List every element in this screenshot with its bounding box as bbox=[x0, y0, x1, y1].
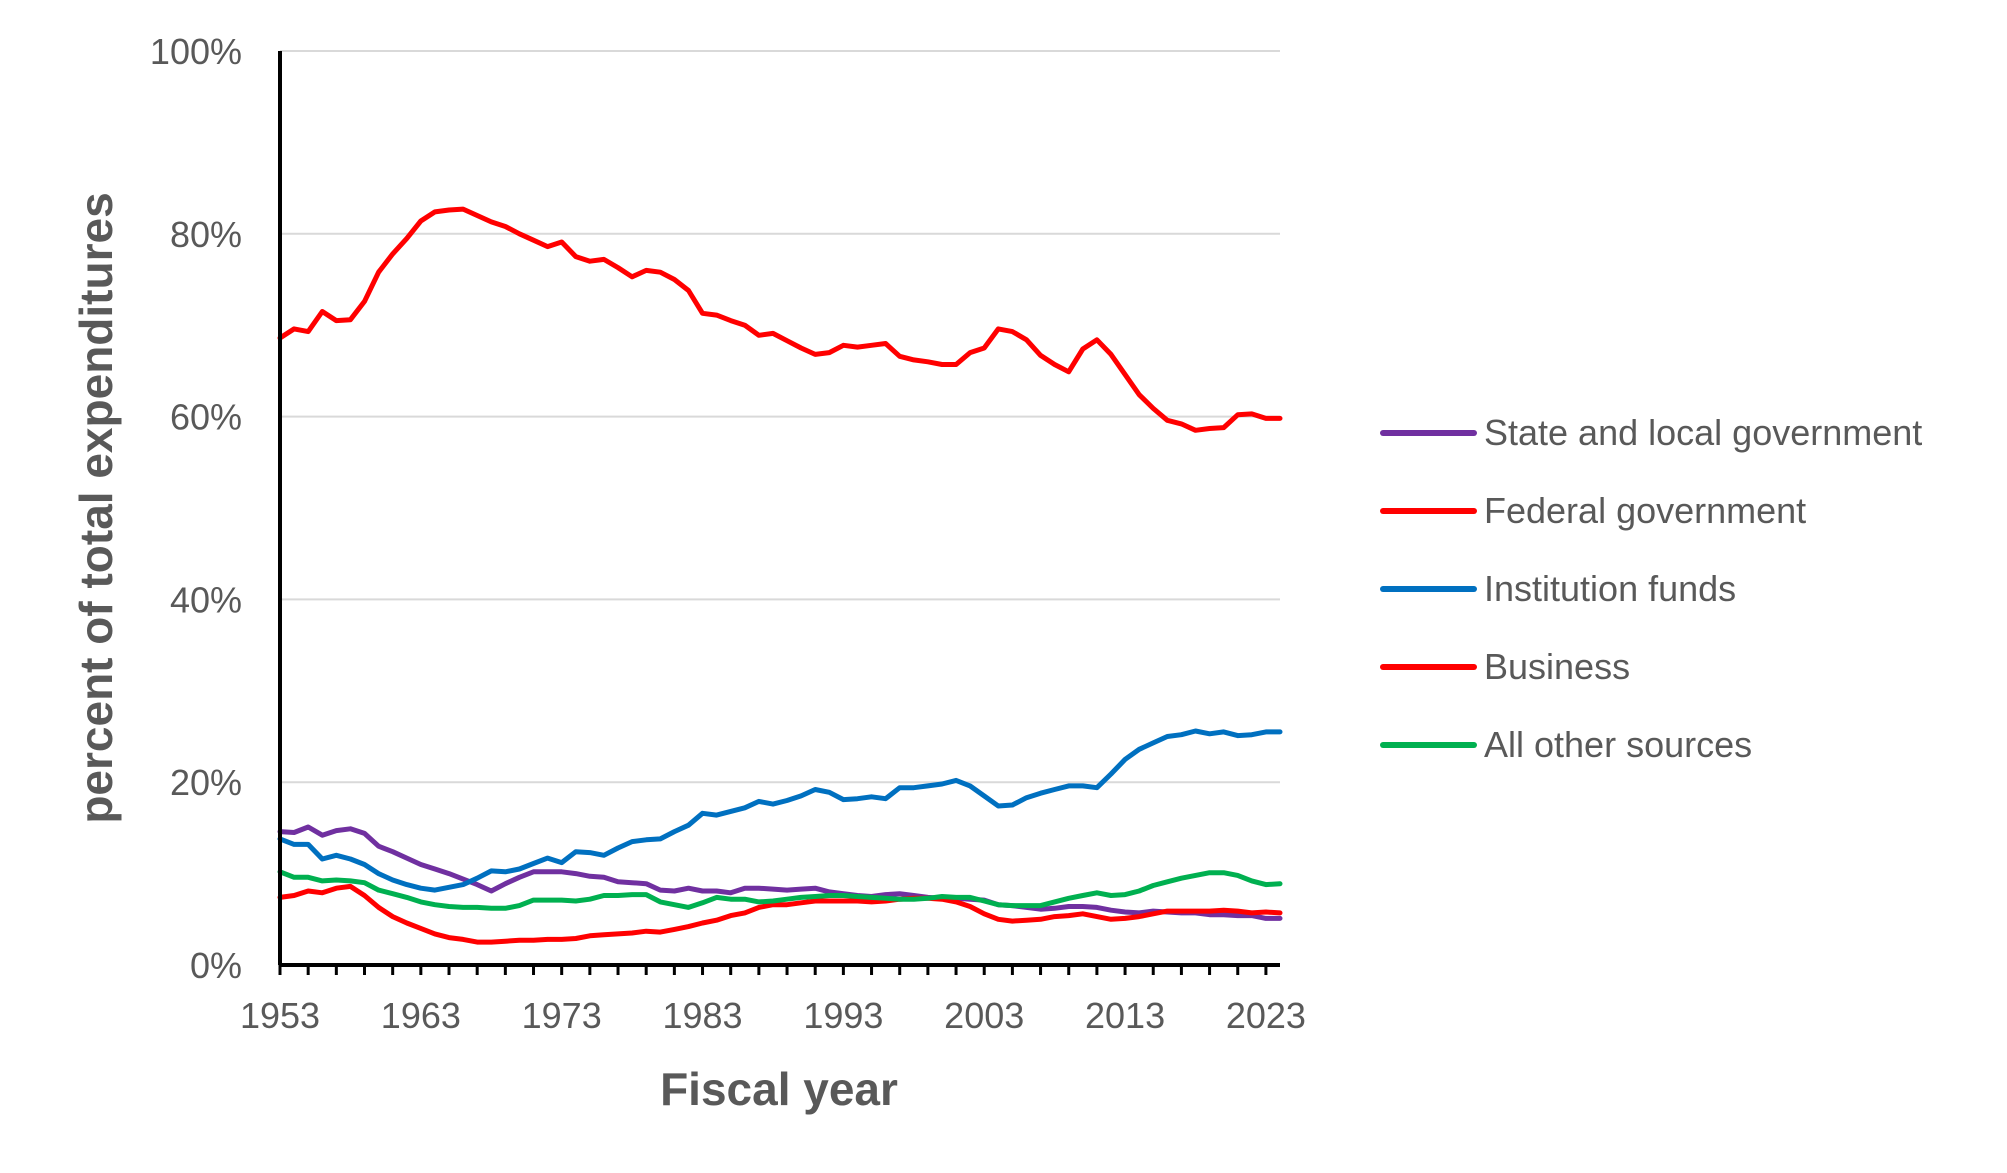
legend-label: Federal government bbox=[1484, 490, 1806, 531]
series-lines bbox=[277, 206, 1283, 945]
series-line-federal-government bbox=[277, 206, 1283, 433]
y-tick-label: 80% bbox=[170, 214, 242, 255]
y-tick-label: 60% bbox=[170, 397, 242, 438]
y-tick-label: 100% bbox=[150, 31, 242, 72]
x-tick-label: 1993 bbox=[803, 995, 883, 1036]
x-tick-label: 1953 bbox=[240, 995, 320, 1036]
y-tick-label: 40% bbox=[170, 579, 242, 620]
legend: State and local government Federal govern… bbox=[1380, 412, 1922, 765]
axes bbox=[278, 51, 1280, 975]
legend-label: State and local government bbox=[1484, 412, 1922, 453]
x-tick-label: 2023 bbox=[1226, 995, 1306, 1036]
gridlines bbox=[280, 50, 1280, 784]
series-line-state-and-local-government bbox=[277, 824, 1283, 921]
series-line-business bbox=[277, 883, 1283, 945]
x-tick-label: 1963 bbox=[381, 995, 461, 1036]
y-tick-label: 0% bbox=[190, 945, 242, 986]
y-tick-label: 20% bbox=[170, 762, 242, 803]
x-tick-label: 2003 bbox=[944, 995, 1024, 1036]
tick-labels: 0% 20% 40% 60% 80% 100% 1953 1963 1973 1983 1993 20… bbox=[150, 31, 1306, 1036]
legend-label: Institution funds bbox=[1484, 568, 1736, 609]
x-tick-label: 2013 bbox=[1085, 995, 1165, 1036]
legend-label: All other sources bbox=[1484, 724, 1752, 765]
x-axis-title: Fiscal year bbox=[660, 1063, 898, 1115]
y-axis-title: percent of total expenditures bbox=[70, 192, 122, 823]
legend-label: Business bbox=[1484, 646, 1630, 687]
x-tick-label: 1983 bbox=[662, 995, 742, 1036]
series-line-institution-funds bbox=[277, 728, 1283, 893]
series-line-all-other-sources bbox=[277, 869, 1283, 911]
x-tick-label: 1973 bbox=[522, 995, 602, 1036]
